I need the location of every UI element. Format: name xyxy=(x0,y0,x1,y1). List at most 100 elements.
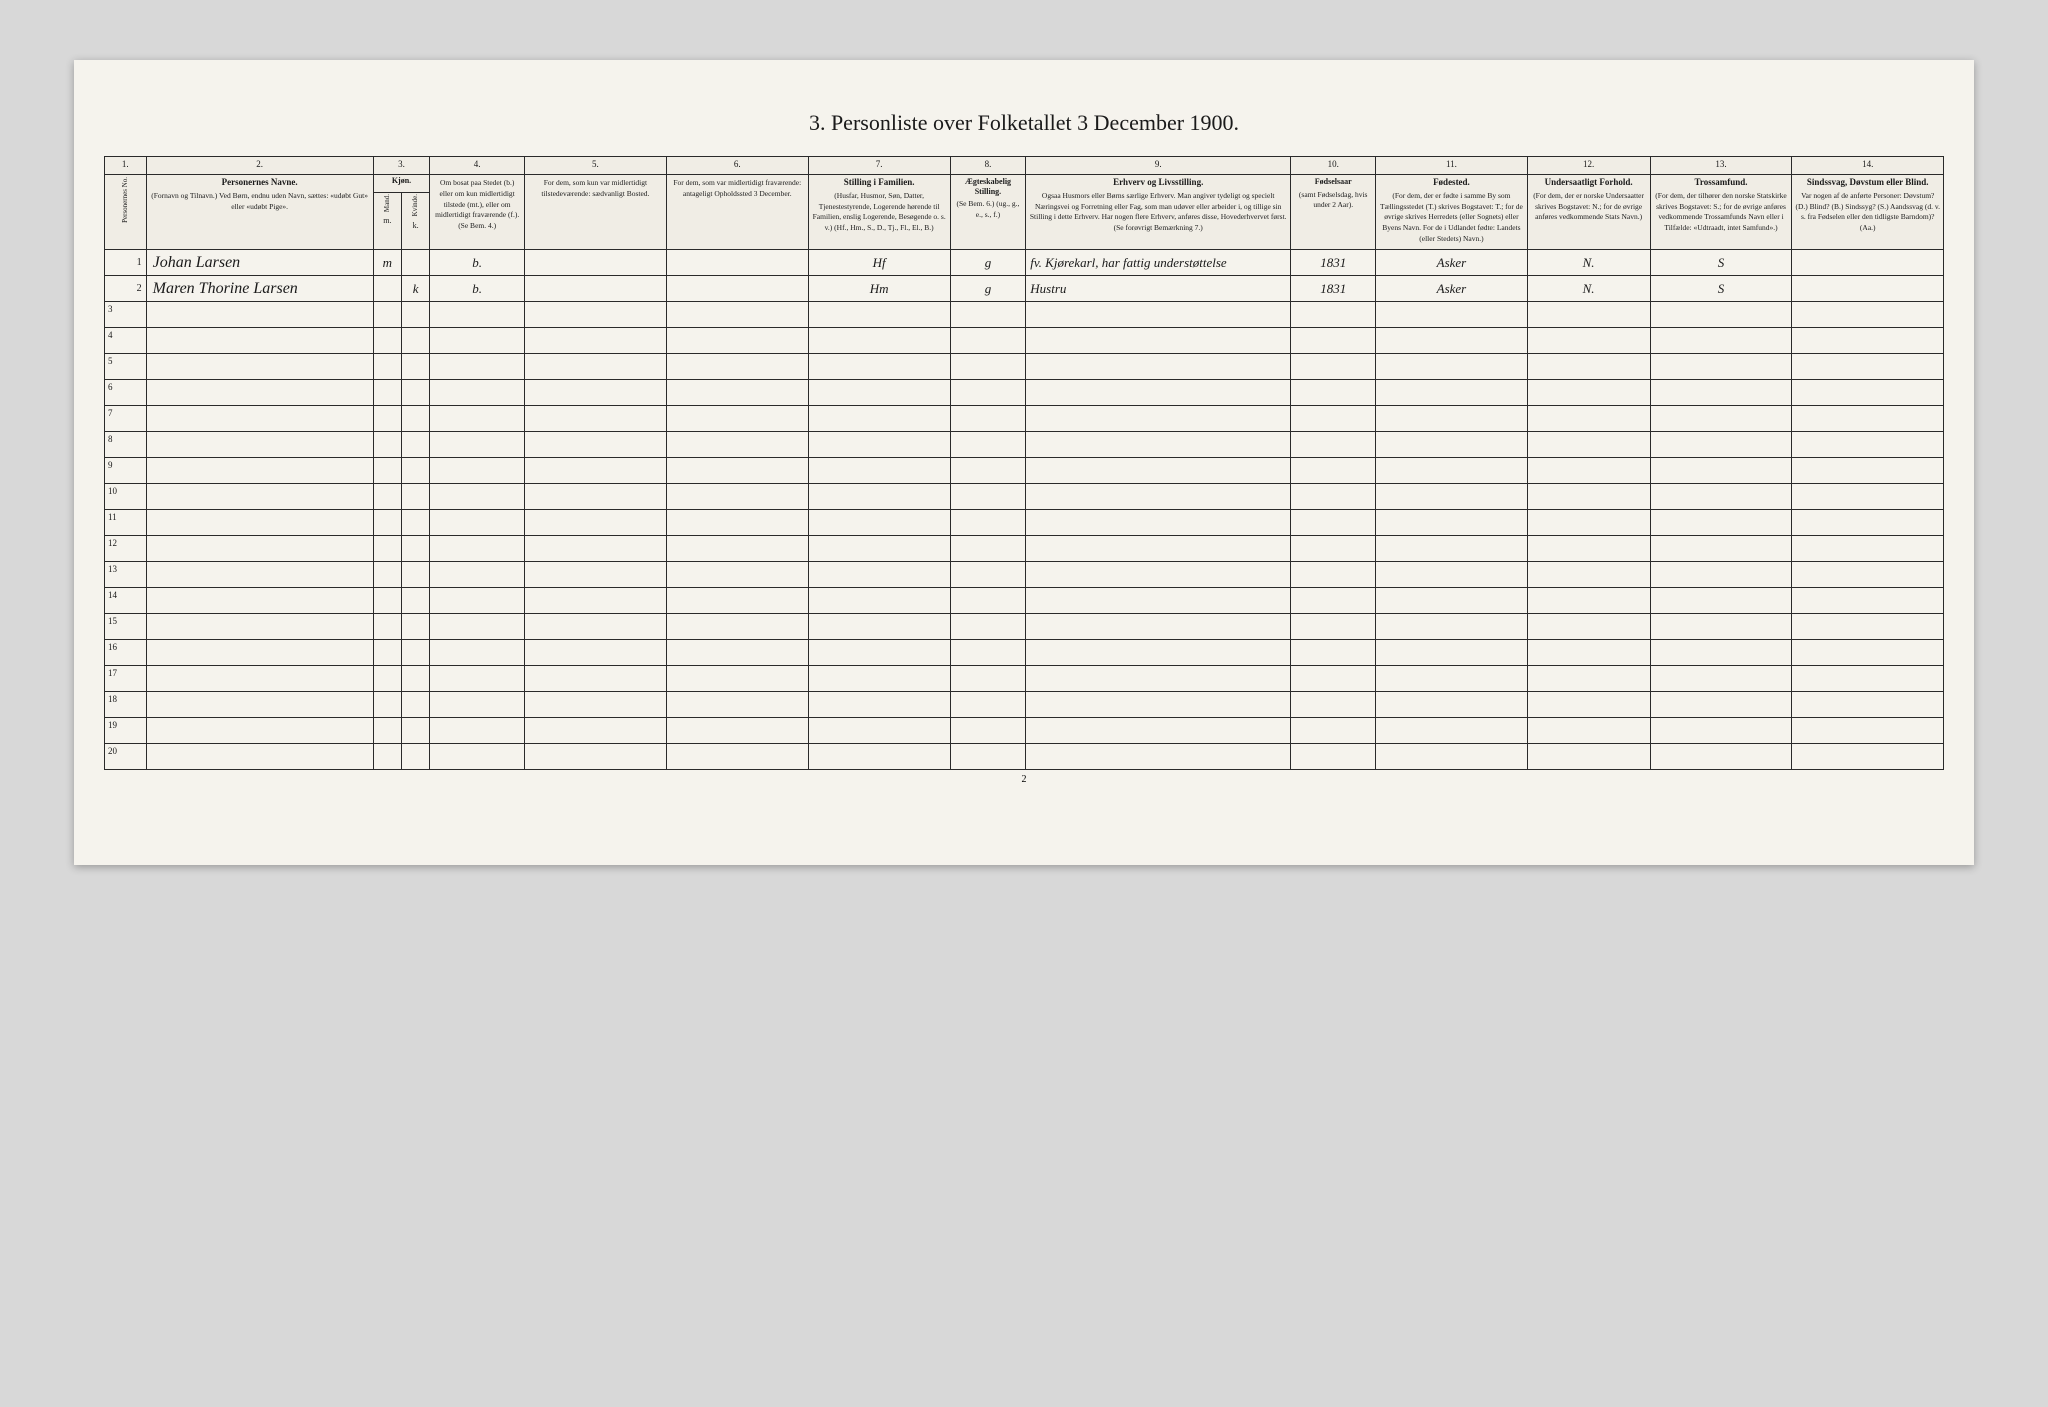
cell-empty xyxy=(1527,614,1650,640)
cell-empty xyxy=(1527,510,1650,536)
cell-row-num: 4 xyxy=(105,328,147,354)
cell-empty xyxy=(373,640,401,666)
cell-empty xyxy=(430,458,525,484)
cell-empty xyxy=(950,458,1026,484)
cell-empty xyxy=(808,562,950,588)
cell-empty xyxy=(430,562,525,588)
table-row-empty: 17 xyxy=(105,666,1944,692)
cell-empty xyxy=(373,432,401,458)
cell-empty xyxy=(524,692,666,718)
cell-empty xyxy=(1291,692,1376,718)
cell-empty xyxy=(808,406,950,432)
cell-temp-present xyxy=(524,276,666,302)
cell-empty xyxy=(808,510,950,536)
cell-empty xyxy=(950,692,1026,718)
cell-name: Maren Thorine Larsen xyxy=(146,276,373,302)
cell-empty xyxy=(146,744,373,770)
cell-empty xyxy=(1650,458,1792,484)
cell-empty xyxy=(1291,328,1376,354)
cell-empty xyxy=(430,406,525,432)
cell-row-num: 18 xyxy=(105,692,147,718)
cell-empty xyxy=(1792,718,1944,744)
cell-empty xyxy=(1527,588,1650,614)
census-document-page: 3. Personliste over Folketallet 3 Decemb… xyxy=(74,60,1974,865)
cell-empty xyxy=(373,302,401,328)
cell-birth-year: 1831 xyxy=(1291,276,1376,302)
cell-empty xyxy=(146,328,373,354)
cell-empty xyxy=(1026,354,1291,380)
cell-marital: g xyxy=(950,250,1026,276)
cell-empty xyxy=(524,640,666,666)
cell-empty xyxy=(1792,406,1944,432)
col-num-3: 3. xyxy=(373,157,430,175)
cell-empty xyxy=(1026,406,1291,432)
cell-empty xyxy=(1291,380,1376,406)
cell-empty xyxy=(430,614,525,640)
cell-empty xyxy=(950,484,1026,510)
cell-empty xyxy=(1291,354,1376,380)
cell-empty xyxy=(402,614,430,640)
cell-empty xyxy=(1650,302,1792,328)
cell-empty xyxy=(666,354,808,380)
cell-empty xyxy=(666,562,808,588)
cell-empty xyxy=(1376,692,1527,718)
cell-empty xyxy=(950,562,1026,588)
cell-row-num: 2 xyxy=(105,276,147,302)
cell-empty xyxy=(146,406,373,432)
header-religion: Trossamfund. (For dem, der tilhører den … xyxy=(1650,175,1792,250)
cell-row-num: 5 xyxy=(105,354,147,380)
cell-sex-m xyxy=(373,276,401,302)
cell-empty xyxy=(1376,562,1527,588)
cell-empty xyxy=(950,666,1026,692)
table-row-empty: 6 xyxy=(105,380,1944,406)
cell-empty xyxy=(1376,354,1527,380)
cell-empty xyxy=(430,536,525,562)
table-row-empty: 8 xyxy=(105,432,1944,458)
cell-empty xyxy=(1792,328,1944,354)
cell-empty xyxy=(146,380,373,406)
header-occupation: Erhverv og Livsstilling. Ogsaa Husmors e… xyxy=(1026,175,1291,250)
cell-empty xyxy=(402,406,430,432)
cell-empty xyxy=(146,614,373,640)
cell-empty xyxy=(666,536,808,562)
header-person-no: Personernes No. xyxy=(105,175,147,250)
cell-empty xyxy=(524,718,666,744)
cell-empty xyxy=(430,692,525,718)
cell-empty xyxy=(666,432,808,458)
table-row-empty: 13 xyxy=(105,562,1944,588)
cell-empty xyxy=(524,432,666,458)
table-row-empty: 18 xyxy=(105,692,1944,718)
cell-empty xyxy=(1527,666,1650,692)
cell-empty xyxy=(808,588,950,614)
cell-empty xyxy=(1650,406,1792,432)
cell-empty xyxy=(524,458,666,484)
table-body: 1 Johan Larsen m b. Hf g fv. Kjørekarl, … xyxy=(105,250,1944,770)
cell-empty xyxy=(430,484,525,510)
cell-empty xyxy=(666,744,808,770)
col-num-9: 9. xyxy=(1026,157,1291,175)
cell-empty xyxy=(666,328,808,354)
cell-empty xyxy=(1792,432,1944,458)
cell-family-pos: Hm xyxy=(808,276,950,302)
column-description-row: Personernes No. Personernes Navne. (Forn… xyxy=(105,175,1944,193)
table-row-empty: 4 xyxy=(105,328,1944,354)
cell-temp-absent xyxy=(666,250,808,276)
cell-empty xyxy=(146,588,373,614)
header-sex: Kjøn. xyxy=(373,175,430,193)
cell-empty xyxy=(1792,536,1944,562)
cell-empty xyxy=(1026,432,1291,458)
cell-empty xyxy=(373,744,401,770)
cell-empty xyxy=(1792,744,1944,770)
cell-empty xyxy=(524,484,666,510)
cell-empty xyxy=(1792,666,1944,692)
cell-empty xyxy=(1792,562,1944,588)
cell-empty xyxy=(373,380,401,406)
cell-empty xyxy=(1527,354,1650,380)
cell-empty xyxy=(1026,380,1291,406)
cell-empty xyxy=(1792,614,1944,640)
cell-empty xyxy=(1291,744,1376,770)
cell-empty xyxy=(666,406,808,432)
header-birthplace: Fødested. (For dem, der er fødte i samme… xyxy=(1376,175,1527,250)
cell-subject: N. xyxy=(1527,276,1650,302)
cell-occupation: fv. Kjørekarl, har fattig understøttelse xyxy=(1026,250,1291,276)
